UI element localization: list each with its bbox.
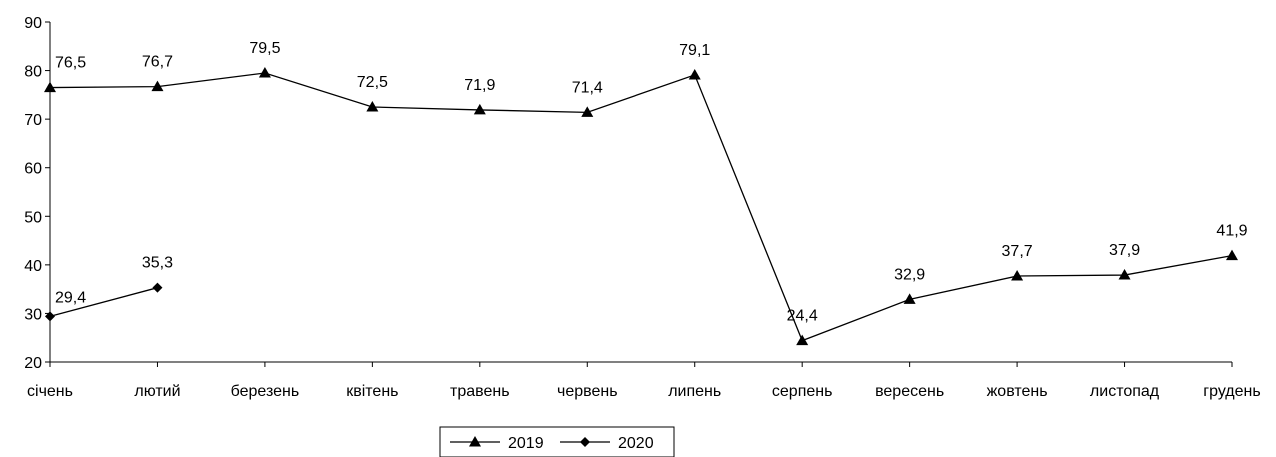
y-tick-label: 70 [24,112,42,129]
data-point-2019 [258,67,271,78]
x-tick-label: лютий [134,383,180,400]
axes: 20 30 40 50 60 70 80 90 січень лютий березень квіте… [24,15,1261,400]
series-line-2020 [49,287,158,317]
data-point-2019 [44,81,56,93]
x-tick-label: червень [557,383,618,400]
data-label-2019: 41,9 [1216,223,1247,240]
data-point-2019 [903,293,916,304]
data-point-2019 [473,103,486,115]
data-label-2019: 37,9 [1109,242,1140,259]
data-label-2020: 29,4 [55,289,86,306]
data-label-2019: 76,5 [55,55,86,72]
x-tick-label: березень [231,383,300,400]
x-tick-label: жовтень [987,383,1048,400]
y-tick-label: 20 [24,355,42,372]
data-label-2019: 76,7 [142,54,173,71]
x-tick-label: грудень [1203,383,1260,400]
data-point-2019 [581,106,594,117]
y-tick-label: 90 [24,15,42,32]
x-tick-label: січень [27,383,73,400]
legend-label-2020: 2020 [618,435,654,452]
data-point-2019 [151,80,164,92]
x-tick-label: травень [450,383,510,400]
y-tick-label: 60 [24,161,42,178]
data-point-2020 [152,282,163,293]
legend: 2019 2020 [439,426,675,457]
y-tick-label: 40 [24,258,42,275]
data-label-2019: 24,4 [787,308,818,325]
data-point-2019 [1226,249,1238,261]
data-point-2019 [366,101,379,112]
data-point-2019 [1011,270,1024,281]
x-tick-label: липень [668,383,721,400]
x-tick-label: вересень [875,383,944,400]
data-label-2019: 32,9 [894,266,925,283]
series-2020 [45,282,163,322]
legend-label-2019: 2019 [508,435,544,452]
y-tick-label: 50 [24,209,42,226]
legend-marker-2020 [580,437,590,447]
series-layer [44,67,1238,346]
series-line-2019 [49,72,1233,342]
series-2019 [44,67,1238,346]
data-point-2019 [688,68,701,80]
data-point-2019 [1118,269,1131,280]
data-label-2019: 37,7 [1002,243,1033,260]
data-label-2019: 79,1 [679,42,710,59]
y-tick-label: 30 [24,306,42,323]
x-tick-label: листопад [1090,383,1160,400]
y-tick-label: 80 [24,64,42,81]
x-tick-label: серпень [772,383,833,400]
data-point-2019 [796,334,809,346]
data-labels: 76,5 76,7 79,5 72,5 71,9 71,4 79,1 24,4 32,9 37,7… [55,40,1248,325]
x-tick-label: квітень [346,383,398,400]
data-label-2019: 79,5 [249,40,280,57]
data-label-2019: 72,5 [357,74,388,91]
legend-marker-2019 [469,436,481,447]
data-label-2020: 35,3 [142,255,173,272]
data-label-2019: 71,9 [464,77,495,94]
data-label-2019: 71,4 [572,79,603,96]
data-point-2020 [45,311,55,322]
